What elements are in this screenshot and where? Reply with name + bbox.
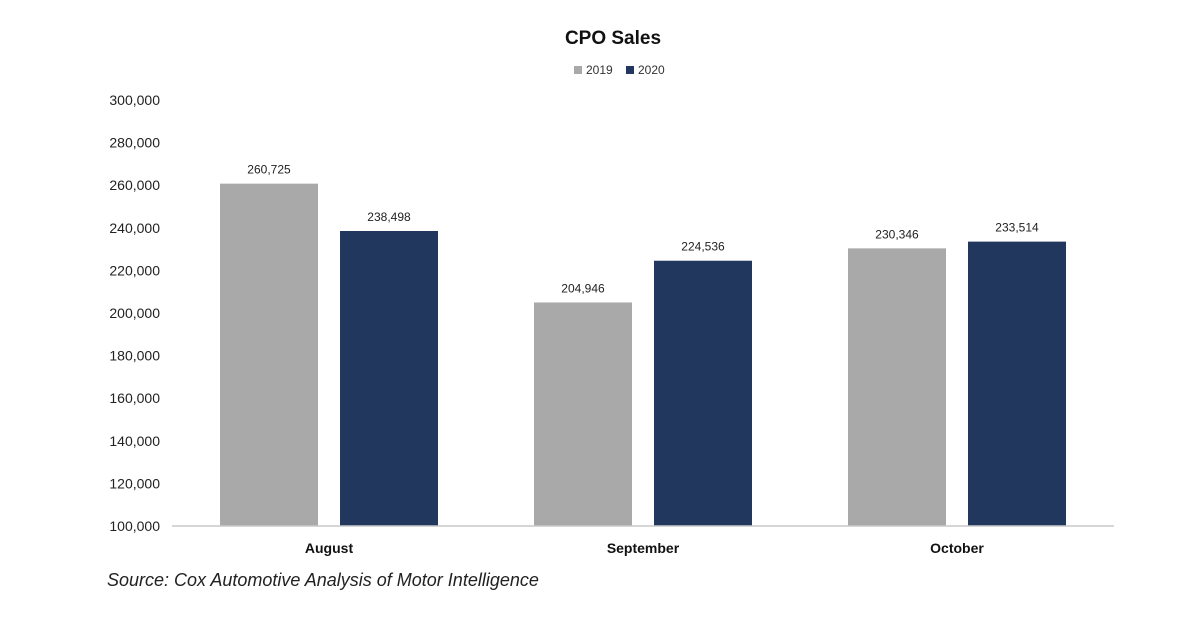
chart-title: CPO Sales [565,28,661,49]
y-tick-label: 240,000 [109,220,160,236]
y-tick-label: 260,000 [109,177,160,193]
y-tick-label: 220,000 [109,262,160,278]
y-tick-label: 120,000 [109,475,160,491]
legend-label-2019: 2019 [586,63,613,77]
bar-september-2020 [654,260,752,526]
y-tick-label: 280,000 [109,135,160,151]
legend-swatch-2020 [626,66,634,74]
legend: 2019 2020 [574,63,665,77]
y-tick-label: 180,000 [109,348,160,364]
data-label: 233,514 [995,221,1039,235]
bar-september-2019 [534,302,632,526]
data-label: 224,536 [681,240,725,254]
data-label: 204,946 [561,281,605,295]
x-tick-label: August [305,540,354,556]
y-tick-label: 160,000 [109,390,160,406]
x-tick-label: September [607,540,680,556]
x-tick-label: October [930,540,984,556]
legend-label-2020: 2020 [638,63,665,77]
data-label: 230,346 [875,227,919,241]
data-label: 238,498 [367,210,411,224]
y-tick-label: 100,000 [109,518,160,534]
bar-october-2019 [848,248,946,526]
y-tick-label: 140,000 [109,433,160,449]
bars: 260,725 238,498 204,946 224,536 230,346 233,5… [220,163,1066,526]
bar-august-2020 [340,230,438,526]
legend-swatch-2019 [574,66,582,74]
y-tick-label: 200,000 [109,305,160,321]
source-note: Source: Cox Automotive Analysis of Motor… [107,570,539,590]
data-label: 260,725 [247,163,291,177]
bar-october-2020 [968,241,1066,526]
bar-august-2019 [220,183,318,526]
x-axis: August September October [172,525,1114,556]
y-tick-label: 300,000 [109,92,160,108]
y-axis: 100,000 120,000 140,000 160,000 180,000 200,0… [109,92,160,534]
